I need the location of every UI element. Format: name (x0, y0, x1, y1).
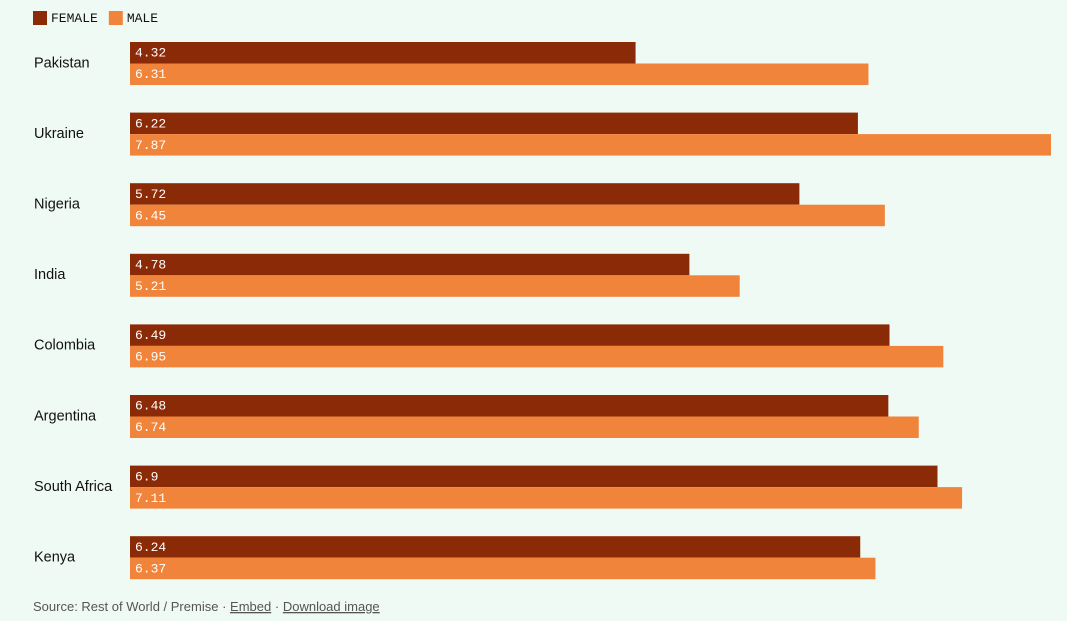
category-label: India (34, 267, 66, 283)
value-label: 6.74 (135, 420, 166, 435)
value-label: 4.78 (135, 257, 166, 272)
bar (130, 204, 885, 227)
download-link[interactable]: Download image (283, 599, 380, 614)
source: Source: Rest of World / Premise (33, 599, 218, 614)
value-label: 6.22 (135, 116, 166, 131)
category-label: Kenya (34, 550, 76, 566)
embed-link[interactable]: Embed (230, 599, 271, 614)
bar (130, 465, 938, 488)
bar (130, 416, 919, 438)
value-label: 6.49 (135, 328, 166, 343)
value-label: 6.48 (135, 399, 166, 414)
category-label: Argentina (34, 408, 97, 424)
value-label: 6.45 (135, 208, 166, 223)
category-label: Colombia (34, 338, 96, 354)
bar (130, 536, 861, 558)
bar (130, 183, 800, 205)
value-label: 5.72 (135, 187, 166, 202)
bar (130, 324, 890, 346)
legend-label: MALE (127, 11, 158, 26)
value-label: 7.87 (135, 138, 166, 153)
value-label: 6.37 (135, 561, 166, 576)
category-label: Ukraine (34, 126, 84, 142)
legend-label: FEMALE (51, 11, 98, 26)
value-label: 7.11 (135, 491, 166, 506)
bar (130, 63, 869, 85)
bar (130, 253, 690, 276)
legend-swatch (108, 11, 123, 25)
value-label: 6.9 (135, 469, 158, 484)
value-label: 5.21 (135, 279, 166, 294)
value-label: 6.31 (135, 67, 166, 82)
bar (130, 345, 944, 368)
bar (130, 557, 876, 580)
bar (130, 487, 963, 509)
separator: · (222, 599, 226, 614)
value-label: 4.32 (135, 46, 166, 61)
value-label: 6.95 (135, 350, 166, 365)
bar (130, 112, 858, 135)
bar (130, 275, 740, 297)
bar (130, 134, 1051, 156)
legend-swatch (33, 11, 47, 25)
category-label: South Africa (34, 479, 113, 495)
separator: · (275, 599, 279, 614)
bar (130, 42, 636, 64)
category-label: Nigeria (34, 197, 81, 213)
category-label: Pakistan (34, 55, 90, 71)
value-label: 6.24 (135, 540, 166, 555)
bar (130, 395, 889, 417)
footer: Source: Rest of World / Premise · Embed … (33, 599, 380, 614)
